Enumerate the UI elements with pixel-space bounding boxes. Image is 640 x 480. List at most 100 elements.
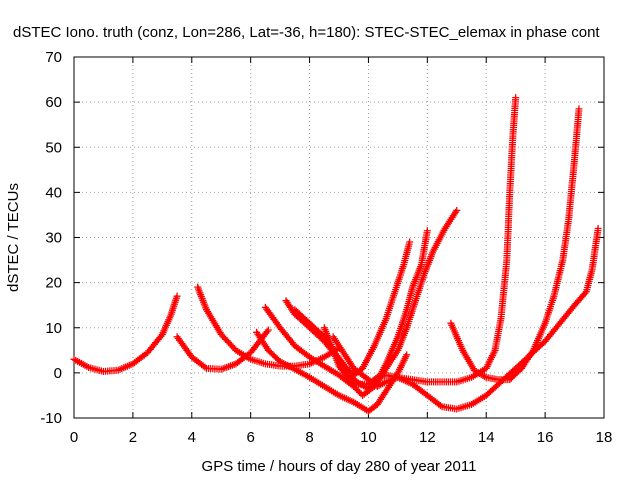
x-tick-label: 10: [360, 429, 377, 446]
data-point: [247, 339, 262, 357]
y-tick-label: 30: [45, 230, 62, 247]
data-point: [335, 362, 351, 380]
series-5: [261, 227, 431, 399]
data-point: [497, 258, 511, 323]
data-point: [306, 373, 326, 389]
x-tick-label: 8: [305, 429, 313, 446]
data-point: [70, 355, 91, 370]
series-1: [70, 292, 181, 375]
x-tick-label: 18: [596, 429, 613, 446]
data-point: [503, 191, 514, 264]
data-point: [329, 346, 342, 368]
data-point: [571, 289, 589, 309]
data-point: [364, 402, 380, 415]
data-point: [423, 227, 431, 235]
y-tick-label: 50: [45, 139, 62, 156]
data-point: [559, 218, 572, 264]
data-point: [217, 331, 238, 353]
data-point: [594, 224, 602, 232]
x-tick-label: 0: [70, 429, 78, 446]
x-tick-label: 16: [537, 429, 554, 446]
data-point: [188, 353, 209, 371]
data-point: [565, 173, 577, 223]
data-point: [291, 310, 312, 330]
data-point: [114, 361, 135, 374]
data-point: [391, 263, 407, 296]
data-point: [409, 263, 425, 291]
data-point: [194, 283, 210, 312]
data-point: [203, 306, 224, 337]
data-point: [394, 353, 410, 377]
data-point: [99, 366, 120, 375]
data-point: [173, 292, 181, 300]
data-point: [373, 389, 389, 408]
data-point: [320, 324, 336, 352]
data-point: [447, 319, 466, 352]
data-point: [429, 226, 448, 255]
series-10: [447, 105, 583, 384]
data-point: [335, 371, 356, 389]
y-tick-label: 60: [45, 94, 62, 111]
data-point: [158, 312, 174, 338]
data-point: [582, 267, 596, 296]
data-point: [341, 351, 357, 371]
x-axis-title: GPS time / hours of day 280 of year 2011: [202, 458, 477, 475]
data-point: [403, 351, 411, 359]
data-point: [320, 382, 341, 398]
series-8: [320, 94, 520, 388]
data-point: [382, 290, 398, 323]
data-point: [482, 348, 498, 372]
data-point: [276, 324, 297, 348]
data-point: [556, 303, 577, 327]
y-tick-label: 40: [45, 184, 62, 201]
data-point: [247, 355, 267, 367]
data-point: [518, 348, 536, 372]
data-point: [306, 324, 327, 344]
data-point: [276, 358, 297, 372]
data-point: [144, 332, 165, 357]
data-point: [441, 208, 460, 232]
data-point: [403, 285, 416, 314]
data-point: [482, 379, 503, 399]
data-point: [491, 317, 505, 354]
tick-layer: 0 2 4 6 8 10 12 14 16 18 -10 0 10 20 30 40 50 60 70: [40, 49, 612, 446]
data-point: [394, 308, 410, 341]
data-point: [350, 364, 371, 382]
y-tick-label: 0: [54, 365, 62, 382]
data-point: [412, 272, 428, 305]
data-point: [453, 206, 461, 214]
data-point: [232, 346, 253, 362]
data-point: [572, 107, 583, 147]
data-point: [382, 335, 401, 368]
data-point: [541, 294, 557, 327]
data-point: [167, 294, 180, 318]
data-point: [306, 353, 326, 369]
data-point: [541, 321, 562, 345]
y-tick-label: -10: [40, 410, 62, 427]
data-point: [438, 403, 459, 413]
data-point: [129, 350, 150, 368]
y-axis-title: dSTEC / TECUs: [5, 183, 22, 292]
data-point: [529, 321, 548, 354]
data-point: [550, 258, 566, 300]
data-point: [370, 317, 389, 350]
data-point: [459, 346, 477, 373]
data-point: [394, 326, 410, 354]
data-point: [291, 365, 312, 380]
data-point: [506, 366, 524, 384]
y-tick-label: 10: [45, 320, 62, 337]
data-point: [173, 333, 195, 359]
data-point: [344, 373, 359, 387]
data-point: [306, 319, 327, 339]
data-point: [382, 348, 401, 372]
data-point: [575, 105, 583, 113]
data-point: [470, 367, 488, 380]
data-point: [400, 240, 413, 269]
data-point: [253, 328, 271, 352]
x-tick-label: 12: [419, 429, 436, 446]
data-point: [417, 229, 431, 269]
data-point: [420, 249, 436, 278]
data-point: [506, 136, 517, 196]
data-point: [588, 227, 602, 273]
